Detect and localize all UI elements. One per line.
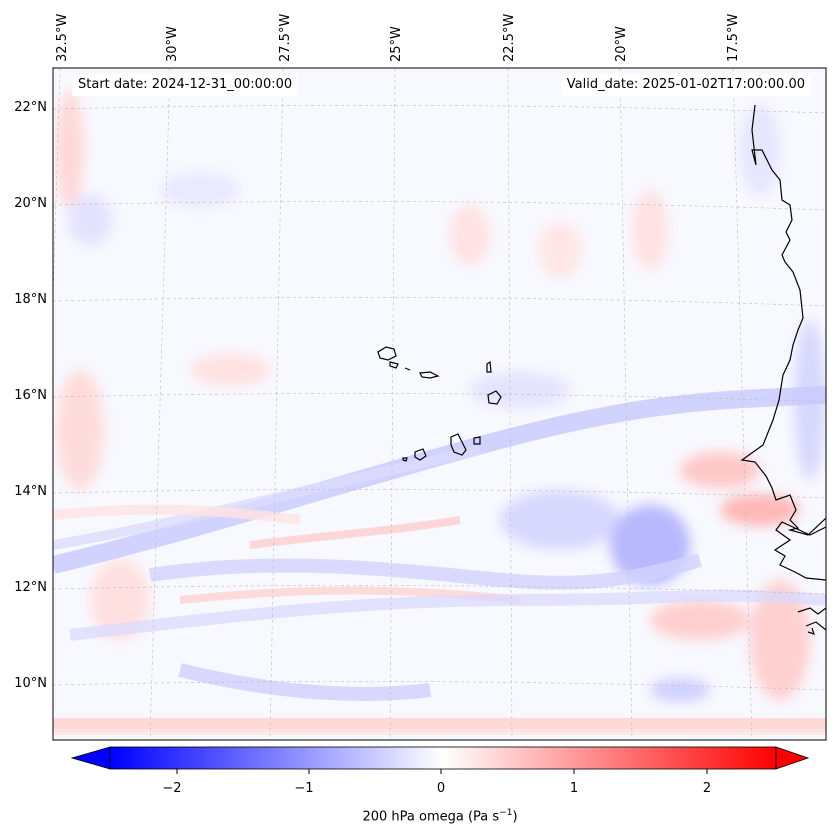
colorbar-tick-label: 2 bbox=[703, 781, 711, 796]
latitude-labels: 22°N 20°N 18°N 16°N 14°N 12°N 10°N bbox=[14, 100, 47, 691]
lat-label: 20°N bbox=[14, 196, 47, 211]
lon-label: 32.5°W bbox=[55, 14, 70, 62]
colorbar-tick-label: 0 bbox=[437, 781, 445, 796]
lon-label: 22.5°W bbox=[502, 14, 517, 62]
map-frame bbox=[52, 67, 827, 741]
lon-label: 27.5°W bbox=[278, 14, 293, 62]
lat-label: 22°N bbox=[14, 100, 47, 115]
cape-verde-islands bbox=[377, 346, 502, 462]
lat-label: 16°N bbox=[14, 388, 47, 403]
colorbar-title-superscript: −1 bbox=[499, 808, 513, 818]
colorbar-tick-label: −2 bbox=[162, 781, 181, 796]
omega-field bbox=[53, 68, 826, 740]
graticule bbox=[53, 68, 826, 740]
colorbar: −2 −1 0 1 2 bbox=[70, 746, 810, 796]
lat-label: 12°N bbox=[14, 580, 47, 595]
lon-label: 25°W bbox=[389, 26, 404, 62]
african-coastline bbox=[740, 104, 826, 635]
colorbar-min-extension bbox=[70, 746, 111, 770]
colorbar-title-end: ) bbox=[512, 809, 518, 825]
lon-label: 30°W bbox=[165, 26, 180, 62]
colorbar-title-text: 200 hPa omega (Pa s bbox=[362, 809, 500, 825]
lat-label: 10°N bbox=[14, 676, 47, 691]
colorbar-title: 200 hPa omega (Pa s−1) bbox=[0, 808, 837, 824]
lon-label: 20°W bbox=[614, 26, 629, 62]
lat-label: 14°N bbox=[14, 484, 47, 499]
valid-date-label: Valid_date: 2025-01-02T17:00:00.00 bbox=[560, 74, 811, 96]
colorbar-tick-label: −1 bbox=[294, 781, 313, 796]
lat-label: 18°N bbox=[14, 292, 47, 307]
lon-label: 17.5°W bbox=[726, 14, 741, 62]
colorbar-max-extension bbox=[775, 746, 810, 770]
longitude-labels: 32.5°W 30°W 27.5°W 25°W 22.5°W 20°W 17.5… bbox=[55, 14, 741, 62]
colorbar-gradient bbox=[109, 746, 777, 770]
colorbar-tick-label: 1 bbox=[570, 781, 578, 796]
start-date-label: Start date: 2024-12-31_00:00:00 bbox=[72, 74, 299, 96]
